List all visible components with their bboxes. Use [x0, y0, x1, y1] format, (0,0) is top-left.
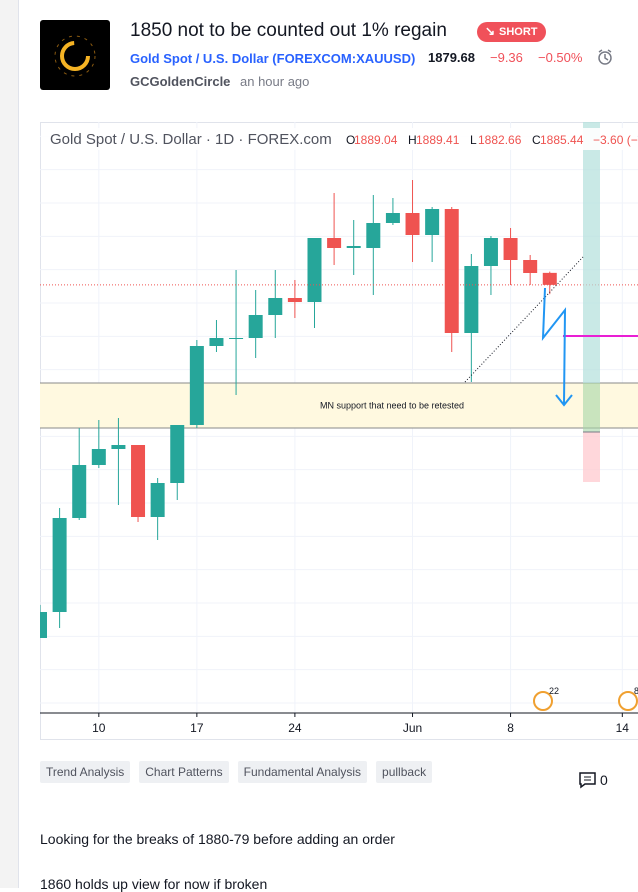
candle-body: [425, 209, 439, 235]
symbol[interactable]: Gold Spot / U.S. Dollar (FOREXCOM:XAUUSD…: [130, 51, 415, 66]
tag[interactable]: Fundamental Analysis: [238, 761, 367, 783]
author-logo[interactable]: [40, 20, 110, 90]
candle-body: [209, 338, 223, 346]
candle-body: [464, 266, 478, 333]
candle-body: [170, 425, 184, 483]
sidebar: [0, 0, 19, 888]
candle-body: [40, 612, 47, 638]
candle-body: [406, 213, 420, 235]
legend-key: L: [470, 133, 477, 147]
candle-body: [268, 298, 282, 315]
comment-icon[interactable]: [578, 771, 598, 789]
candle-body: [288, 298, 302, 302]
chart-frame: [41, 123, 638, 740]
chart: MN support that need to be retested 10 17…: [40, 122, 638, 740]
candle-body: [366, 223, 380, 248]
candle-body: [249, 315, 263, 338]
candle-body: [504, 238, 518, 260]
candle-body: [190, 346, 204, 425]
body-text: 1860 holds up view for now if broken: [40, 876, 267, 892]
idea-title: 1850 not to be counted out 1% regain: [130, 20, 447, 42]
legend-value: 1889.04: [354, 133, 398, 147]
change: −9.36: [490, 50, 523, 65]
candle-body: [543, 273, 557, 285]
candle-body: [445, 209, 459, 333]
symbol-name[interactable]: Gold Spot / U.S. Dollar: [130, 51, 269, 66]
x-tick-label: 17: [190, 721, 204, 735]
candle-body: [151, 483, 165, 517]
candle-body: [523, 260, 537, 273]
candle-body: [484, 238, 498, 266]
tag[interactable]: Chart Patterns: [139, 761, 228, 783]
legend-value: 1882.66: [478, 133, 522, 147]
symbol-code[interactable]: (FOREXCOM:XAUUSD): [272, 51, 415, 66]
tag[interactable]: pullback: [376, 761, 432, 783]
candle-body: [386, 213, 400, 223]
candle-body: [92, 449, 106, 465]
candle-body: [53, 518, 67, 612]
alert-icon[interactable]: [596, 48, 616, 68]
author[interactable]: GCGoldenCircle: [130, 74, 230, 89]
legend-change: −3.60 (−0.19%): [593, 133, 638, 147]
x-tick-label: 10: [92, 721, 106, 735]
body-text: Looking for the breaks of 1880-79 before…: [40, 831, 395, 847]
event-badge-label: 8: [634, 686, 638, 696]
candle-body: [347, 246, 361, 248]
change-pct: −0.50%: [538, 50, 582, 65]
candle-body: [111, 445, 125, 449]
position-stop: [583, 432, 600, 482]
badge-text: SHORT: [499, 26, 538, 38]
comment-count[interactable]: 0: [600, 772, 608, 788]
legend-value: 1889.41: [416, 133, 460, 147]
legend-value: 1885.44: [540, 133, 584, 147]
price: 1879.68: [428, 50, 475, 65]
x-tick-label: 14: [616, 721, 630, 735]
position-target-low: [583, 383, 600, 432]
zone-annotation: MN support that need to be retested: [320, 401, 464, 411]
candle-body: [131, 445, 145, 517]
x-tick-label: Jun: [403, 721, 422, 735]
x-tick-label: 8: [507, 721, 514, 735]
x-tick-label: 24: [288, 721, 302, 735]
tag[interactable]: Trend Analysis: [40, 761, 130, 783]
candle-body: [307, 238, 321, 302]
short-badge: ↘SHORT: [477, 22, 546, 42]
event-badge-label: 22: [549, 686, 559, 696]
timestamp: an hour ago: [240, 74, 309, 89]
position-target: [583, 122, 600, 383]
candle-body: [327, 238, 341, 248]
candle-body: [229, 338, 243, 339]
legend-title: Gold Spot / U.S. Dollar · 1D · FOREX.com: [50, 131, 332, 148]
candle-body: [72, 465, 86, 518]
